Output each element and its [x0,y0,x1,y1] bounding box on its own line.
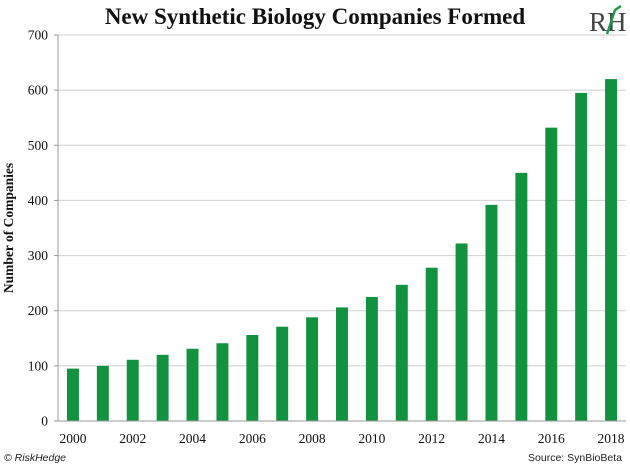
bar-2017 [575,92,588,422]
bar-2004 [186,348,199,421]
y-tick-label-500: 500 [28,138,49,153]
bar-2006 [246,334,259,421]
bar-2014 [485,204,498,421]
bar-2005 [216,343,229,421]
chart-title: New Synthetic Biology Companies Formed [104,4,526,29]
y-tick-label-600: 600 [28,83,49,98]
footer-brand: © RiskHedge [4,452,67,464]
bar-2015 [515,172,528,421]
bar-2013 [455,243,468,421]
axes [54,34,626,422]
y-tick-label-300: 300 [28,248,49,263]
bar-2012 [425,267,438,421]
x-tick-label-2002: 2002 [119,431,146,446]
bar-2001 [96,365,109,421]
bar-2010 [365,296,378,421]
x-tick-label-2016: 2016 [538,431,565,446]
y-tick-label-400: 400 [28,193,49,208]
y-tick-label-100: 100 [28,358,49,373]
bar-2008 [306,317,319,421]
y-tick-labels: 0 100 200 300 400 500 600 700 [28,28,49,429]
x-tick-label-2010: 2010 [358,431,385,446]
riskhedge-logo: RH [588,4,628,40]
bars [66,79,618,422]
bar-2002 [126,359,139,421]
x-tick-label-2018: 2018 [598,431,625,446]
x-tick-label-2008: 2008 [299,431,326,446]
x-tick-label-2012: 2012 [418,431,445,446]
footer-source: Source: SynBioBeta [528,452,622,464]
x-tick-label-2004: 2004 [179,431,206,446]
x-tick-label-2006: 2006 [239,431,266,446]
y-tick-label-700: 700 [28,28,49,43]
logo-mark: RH [589,5,627,37]
y-axis-label: Number of Companies [1,163,16,293]
bar-2011 [395,284,408,421]
x-tick-label-2000: 2000 [59,431,86,446]
bar-2009 [336,307,348,421]
bar-2003 [156,354,169,421]
bar-2016 [545,127,558,421]
bar-2007 [276,326,289,421]
bar-2018 [605,79,618,422]
x-tick-labels: 2000 2002 2004 2006 2008 2010 2012 2014 2016 2018 [59,431,624,446]
y-tick-label-0: 0 [41,414,48,429]
y-tick-label-200: 200 [28,303,49,318]
x-tick-label-2014: 2014 [478,431,505,446]
bar-2000 [66,368,79,421]
